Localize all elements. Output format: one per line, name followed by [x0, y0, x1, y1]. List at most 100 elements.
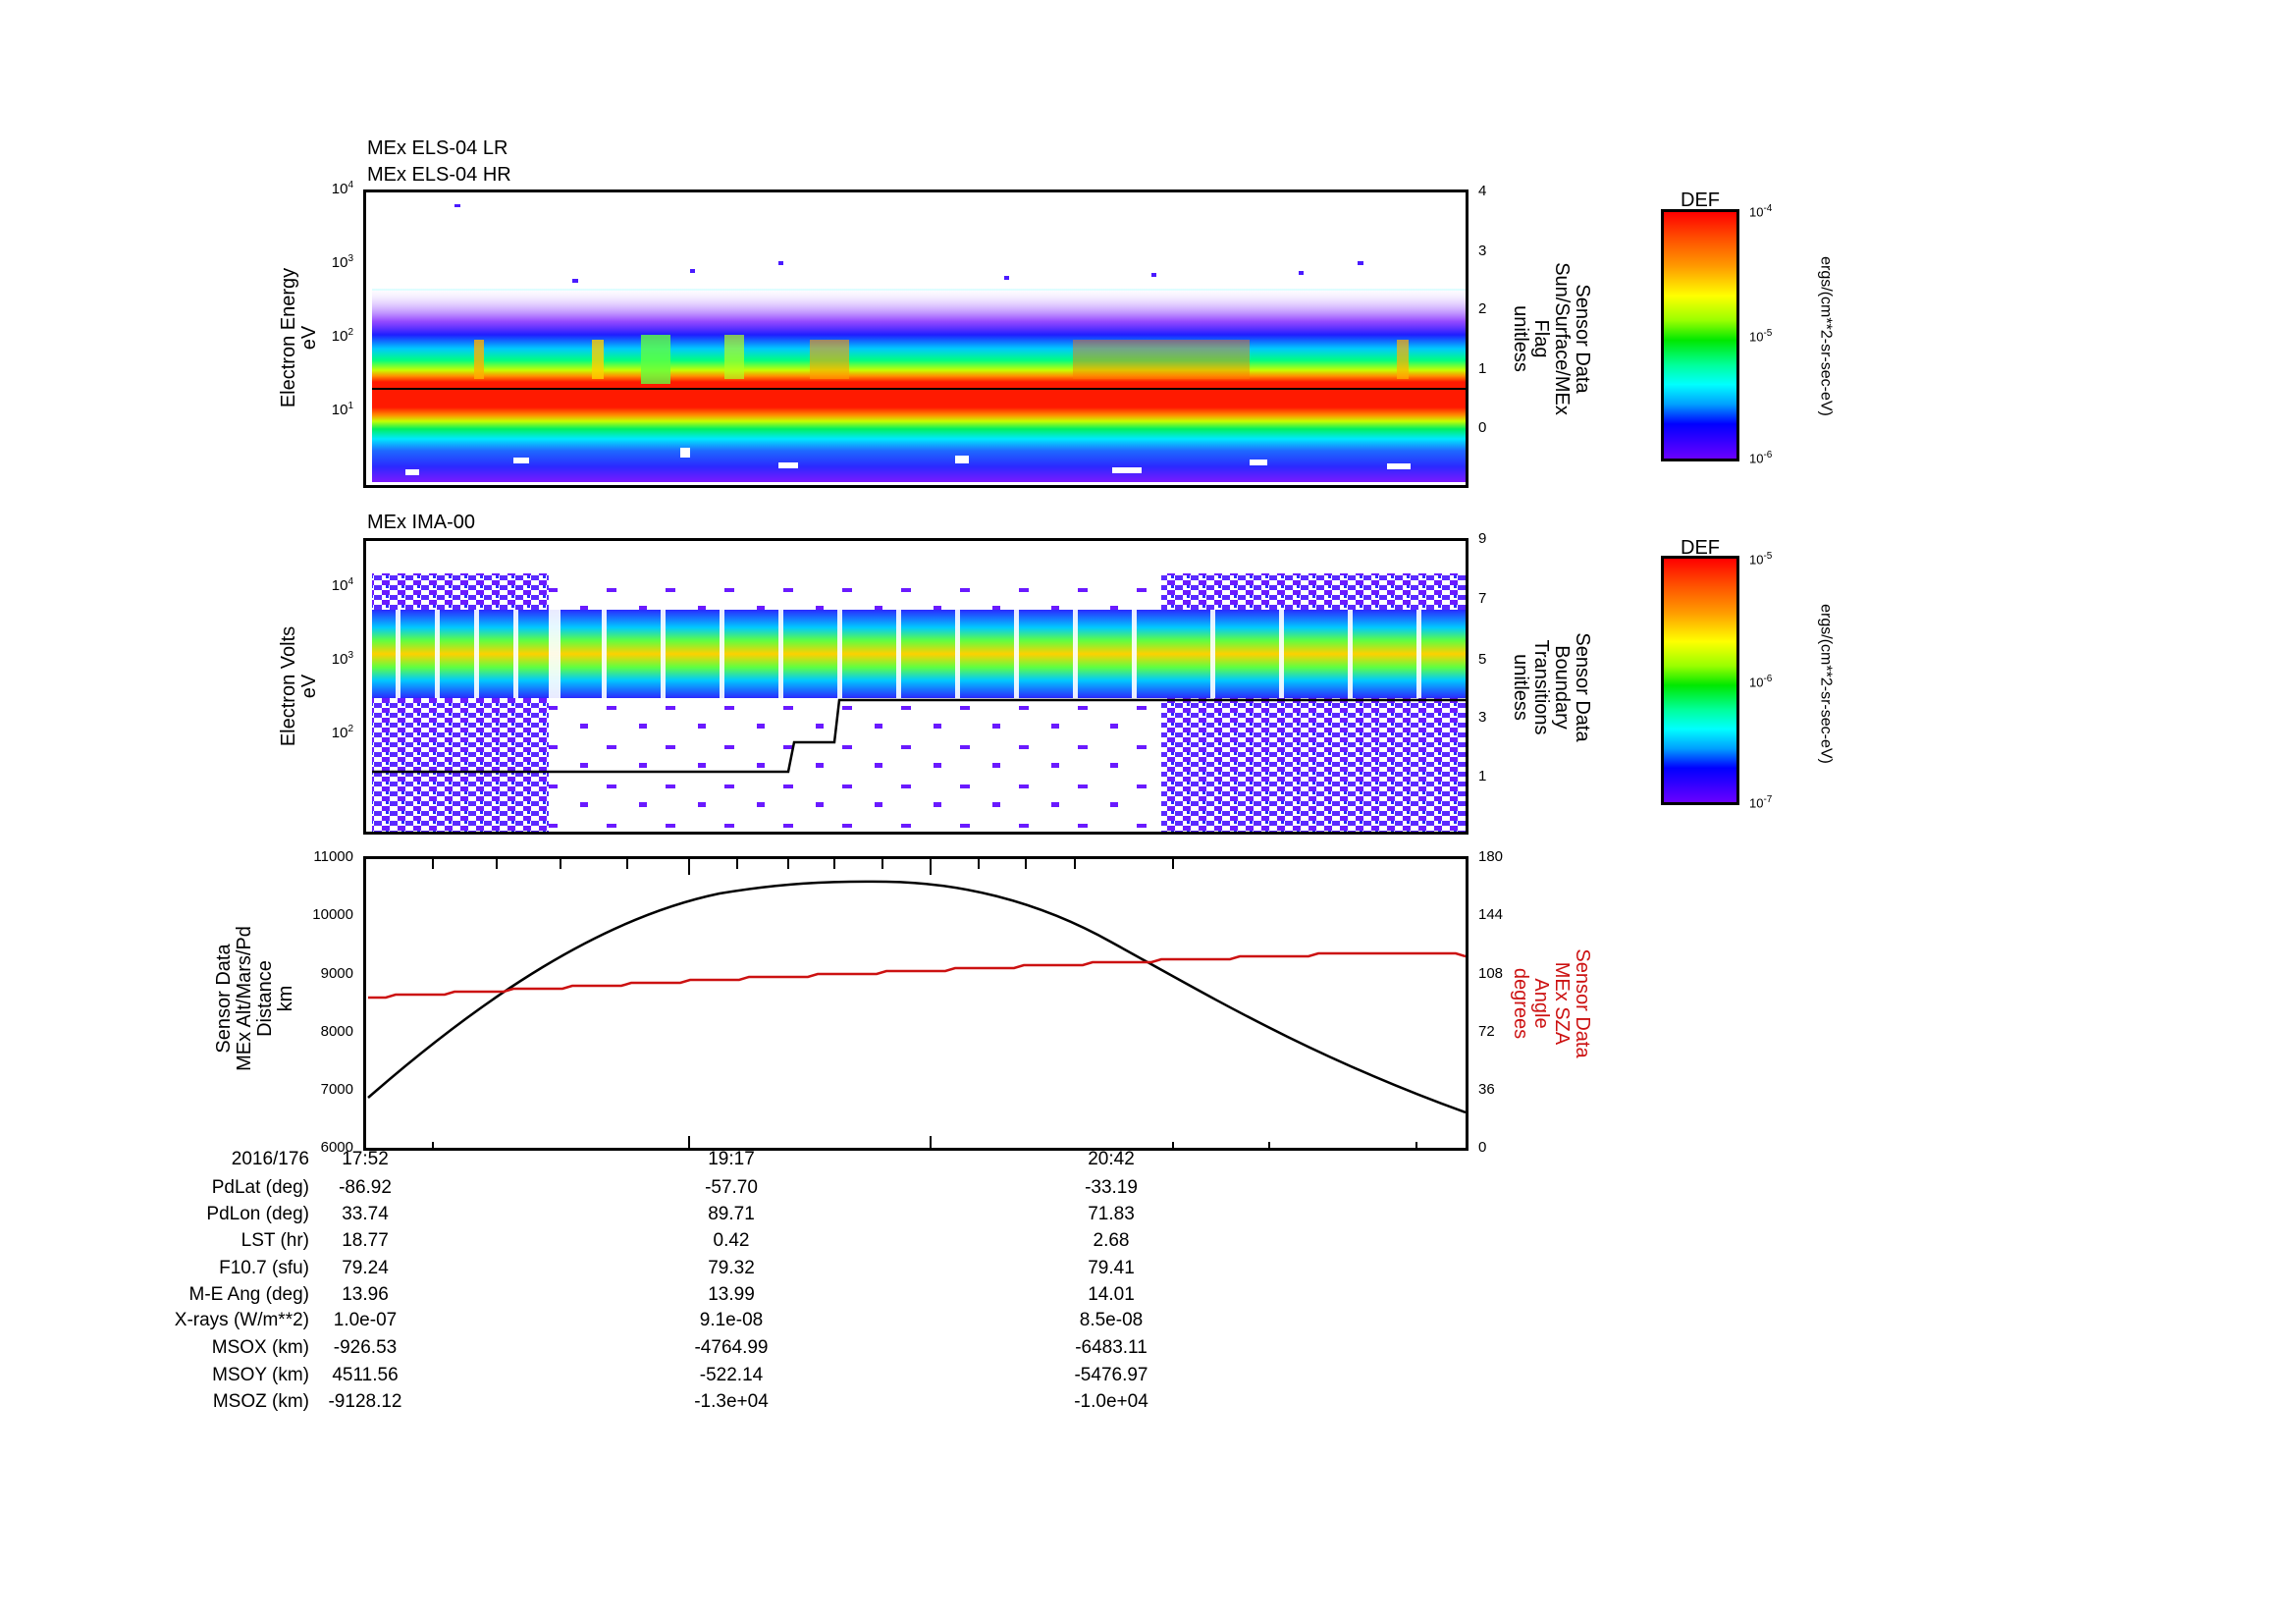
ima-cb-tick-min: 10-7	[1749, 794, 1773, 811]
orbit-rlabel-line3: Angle	[1530, 978, 1552, 1029]
orbit-ytick-11000: 11000	[313, 848, 353, 865]
els-colorbar-title: DEF	[1681, 189, 1720, 211]
ima-rlabel-line3: Transitions	[1530, 639, 1552, 735]
ima-title: MEx IMA-00	[367, 512, 476, 533]
els-ytick-1e2: 102	[331, 327, 353, 345]
row-label: MSOZ (km)	[212, 1391, 309, 1412]
ima-ytick-1e2: 102	[331, 724, 353, 741]
row-value: -6483.11	[1075, 1337, 1148, 1358]
row-value: 13.96	[342, 1284, 389, 1305]
row-value: -4764.99	[694, 1337, 769, 1358]
els-rtick-3: 3	[1478, 243, 1487, 259]
row-value: 33.74	[342, 1204, 389, 1224]
row-value: 71.83	[1088, 1204, 1135, 1224]
orbit-rlabel-line1: Sensor Data	[1572, 948, 1593, 1058]
els-title-hr: MEx ELS-04 HR	[367, 164, 511, 186]
row-value: 79.24	[342, 1258, 389, 1278]
orbit-ylabel-line3: Distance	[254, 960, 276, 1037]
els-ylabel-right: Sensor Data Sun/Surface/MEx Flag unitles…	[1510, 216, 1593, 461]
row-label: MSOY (km)	[212, 1365, 309, 1385]
els-colorbar	[1661, 209, 1739, 461]
orbit-rlabel-line2: MEx SZA	[1551, 961, 1573, 1046]
els-rlabel-line1: Sensor Data	[1572, 284, 1593, 394]
ima-rtick-1: 1	[1478, 768, 1487, 784]
row-value: 9.1e-08	[699, 1310, 764, 1330]
time-label-2: 19:17	[708, 1149, 755, 1169]
els-title-lr: MEx ELS-04 LR	[367, 137, 508, 159]
orbit-ytick-7000: 7000	[320, 1081, 353, 1098]
els-rlabel-line4: unitless	[1510, 305, 1531, 372]
orbit-ytick-6000: 6000	[320, 1139, 353, 1156]
orbit-ylabel-line4: km	[275, 985, 296, 1012]
els-rtick-0: 0	[1478, 419, 1487, 436]
ima-rlabel-line2: Boundary	[1551, 645, 1573, 730]
row-value: 0.42	[713, 1230, 750, 1251]
row-value: -926.53	[333, 1337, 398, 1358]
orbit-rtick-36: 36	[1478, 1081, 1495, 1098]
orbit-ylabel-left: Sensor Data MEx Alt/Mars/Pd Distance km	[213, 876, 296, 1121]
els-ylabel-line2: eV	[298, 325, 320, 351]
row-value: -86.92	[339, 1177, 392, 1198]
orbit-rtick-108: 108	[1478, 965, 1504, 982]
row-value: -57.70	[705, 1177, 758, 1198]
row-value: -1.0e+04	[1074, 1391, 1148, 1412]
orbit-ylabel-right: Sensor Data MEx SZA Angle degrees	[1510, 905, 1593, 1102]
orbit-rtick-72: 72	[1478, 1023, 1495, 1040]
row-value: 14.01	[1088, 1284, 1135, 1305]
row-label: F10.7 (sfu)	[219, 1258, 309, 1278]
row-value: -9128.12	[328, 1391, 402, 1412]
row-value: -5476.97	[1074, 1365, 1148, 1385]
row-label: X-rays (W/m**2)	[174, 1310, 309, 1330]
row-label: PdLon (deg)	[206, 1204, 309, 1224]
orbit-ytick-10000: 10000	[312, 906, 353, 923]
orbit-lines	[367, 859, 1466, 1148]
row-label: M-E Ang (deg)	[188, 1284, 310, 1305]
ima-spectrogram	[363, 538, 1468, 835]
row-value: -1.3e+04	[694, 1391, 769, 1412]
row-value: 79.41	[1088, 1258, 1135, 1278]
els-ytick-1e1: 101	[331, 401, 353, 418]
els-cb-tick-max: 10-4	[1749, 203, 1773, 220]
ima-rlabel-line4: unitless	[1510, 654, 1531, 721]
els-rlabel-line2: Sun/Surface/MEx	[1551, 262, 1573, 415]
ima-ylabel-left: Electron Volts eV	[278, 588, 320, 784]
time-axis-date: 2016/176	[231, 1149, 309, 1169]
ima-cb-tick-max: 10-5	[1749, 551, 1773, 568]
ima-rtick-5: 5	[1478, 651, 1487, 668]
row-label: LST (hr)	[240, 1230, 309, 1251]
ima-ylabel-line2: eV	[298, 674, 320, 699]
els-ytick-1e4: 104	[331, 180, 353, 197]
ima-spectrogram-image	[372, 573, 1466, 832]
row-value: 79.32	[708, 1258, 755, 1278]
row-value: 8.5e-08	[1079, 1310, 1144, 1330]
els-spectrogram	[363, 189, 1468, 488]
els-cb-tick-min: 10-6	[1749, 450, 1773, 466]
els-cb-tick-mid: 10-5	[1749, 328, 1773, 345]
ima-colorbar-unit: ergs/(cm**2-sr-sec-eV)	[1817, 604, 1835, 764]
ima-ytick-1e4: 104	[331, 576, 353, 594]
time-label-3: 20:42	[1088, 1149, 1135, 1169]
orbit-ytick-9000: 9000	[320, 965, 353, 982]
row-value: 13.99	[708, 1284, 755, 1305]
ima-ylabel-right: Sensor Data Boundary Transitions unitles…	[1510, 565, 1593, 810]
row-value: 18.77	[342, 1230, 389, 1251]
ima-rlabel-line1: Sensor Data	[1572, 632, 1593, 742]
row-value: -33.19	[1085, 1177, 1138, 1198]
els-rtick-1: 1	[1478, 360, 1487, 377]
orbit-rtick-144: 144	[1478, 906, 1504, 923]
els-ylabel-line1: Electron Energy	[278, 267, 299, 408]
row-value: 4511.56	[332, 1365, 399, 1385]
orbit-rlabel-line4: degrees	[1510, 967, 1531, 1040]
ima-ytick-1e3: 103	[331, 650, 353, 668]
ima-rtick-3: 3	[1478, 709, 1487, 726]
els-ylabel-left: Electron Energy eV	[278, 240, 320, 436]
els-rlabel-line3: Flag	[1530, 319, 1552, 358]
els-spectrogram-image	[372, 204, 1466, 482]
ima-ylabel-line1: Electron Volts	[278, 625, 299, 747]
ima-rtick-9: 9	[1478, 530, 1487, 547]
orbit-ylabel-line2: MEx Alt/Mars/Pd	[234, 926, 255, 1071]
row-value: 2.68	[1093, 1230, 1130, 1251]
row-value: 1.0e-07	[333, 1310, 398, 1330]
row-value: -522.14	[699, 1365, 764, 1385]
orbit-ylabel-line1: Sensor Data	[213, 944, 235, 1054]
